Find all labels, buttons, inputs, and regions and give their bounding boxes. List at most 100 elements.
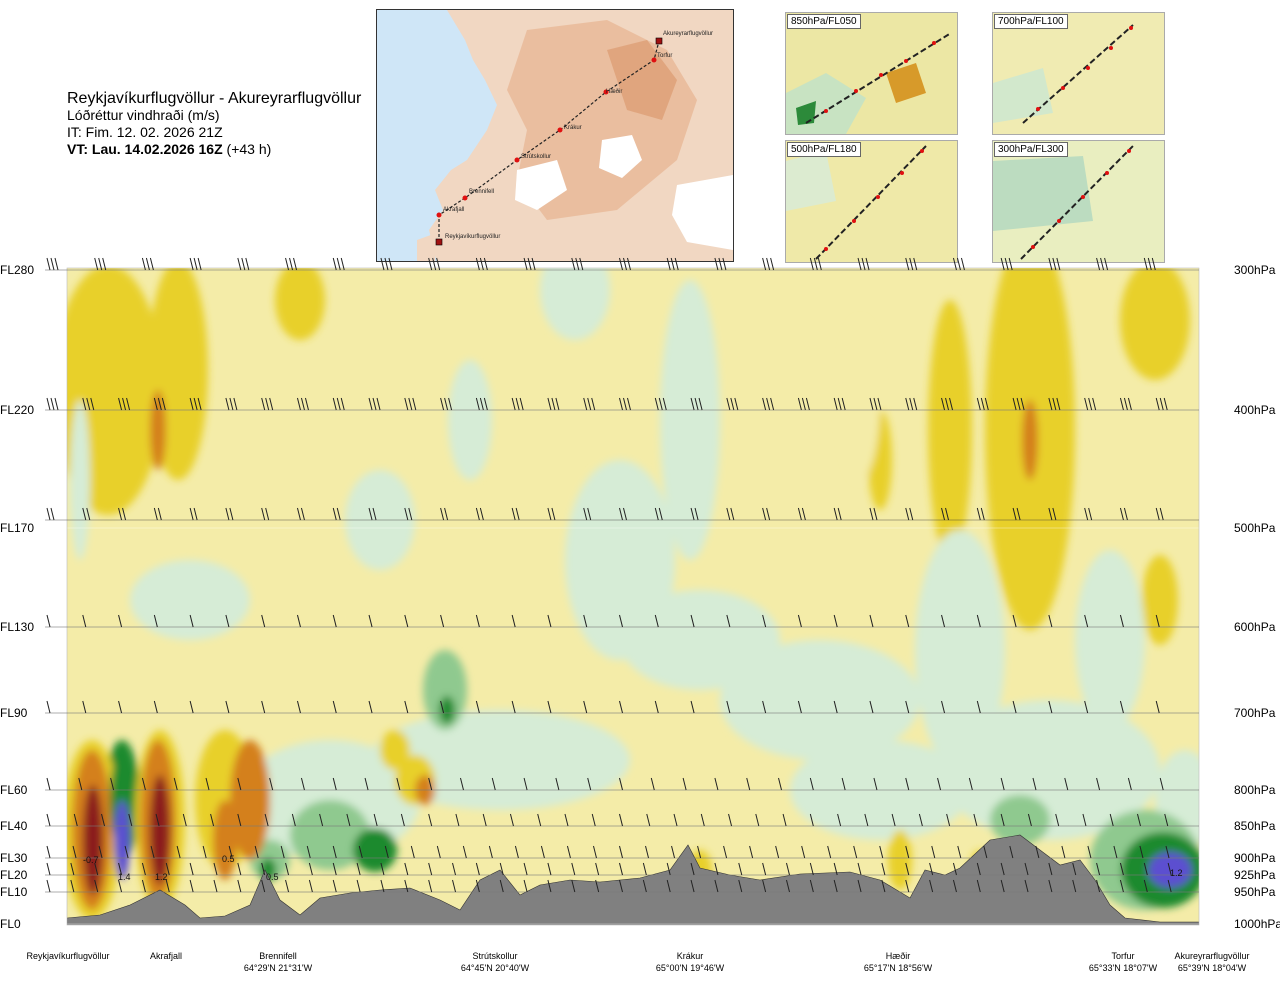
wind-barb (595, 862, 600, 876)
wind-barb (738, 862, 743, 876)
wind-barb (654, 700, 659, 714)
wind-barb (118, 700, 123, 714)
vertical-wind-region-down (990, 795, 1050, 845)
vertical-wind-region-weak-down (1075, 550, 1145, 730)
wind-barb (404, 507, 413, 521)
vertical-wind-region-weak-down (565, 460, 675, 660)
wind-barb (785, 879, 790, 893)
wind-barb (1119, 507, 1128, 521)
wind-barb (555, 777, 560, 791)
wind-barb (941, 507, 950, 521)
mini-map-500-label: 500hPa/FL180 (787, 142, 861, 157)
vertical-wind-region-weak-up (1142, 555, 1178, 645)
wind-barb (428, 777, 433, 791)
wind-barb (176, 845, 181, 859)
wind-barb (583, 507, 592, 521)
wind-barb (189, 507, 198, 521)
wind-barb (346, 813, 351, 827)
wind-barb (153, 507, 162, 521)
pressure-label-950hpa: 950hPa (1234, 885, 1276, 899)
wind-barb (547, 614, 552, 628)
wind-barb (475, 700, 480, 714)
wind-barb (785, 862, 790, 876)
wind-barb (809, 777, 814, 791)
wind-barb (1055, 813, 1060, 827)
wind-barb (173, 777, 178, 791)
fl-label-fl90: FL90 (0, 706, 28, 720)
wind-barb (150, 845, 155, 859)
wind-barb (396, 777, 401, 791)
quantity-label: Lóðréttur vindhraði (m/s) (67, 107, 220, 123)
wind-barb (213, 879, 218, 893)
wind-barb (690, 397, 703, 411)
wind-barb (1064, 777, 1069, 791)
wind-barb (296, 614, 301, 628)
location-name: Brennifell (259, 951, 297, 961)
wind-barb (1027, 813, 1032, 827)
wind-barb (475, 397, 488, 411)
wind-barb (809, 813, 814, 827)
issue-time: IT: Fim. 12. 02. 2026 21Z (67, 124, 223, 140)
wind-barb (1155, 700, 1160, 714)
wind-barb (452, 862, 457, 876)
wind-barb (523, 879, 528, 893)
wind-barb (261, 614, 266, 628)
wind-barb (1096, 879, 1101, 893)
wind-barb (738, 879, 743, 893)
wind-barb (511, 397, 524, 411)
wind-barb (1082, 813, 1087, 827)
mini-map-700-svg (993, 13, 1164, 134)
wind-barb (1061, 845, 1066, 859)
wind-barb (905, 507, 914, 521)
wind-barb (141, 257, 154, 271)
wind-barb (1136, 813, 1141, 827)
location-label: Reykjavíkurflugvöllur (13, 950, 123, 962)
wind-barb (666, 257, 679, 271)
wind-barb (285, 879, 290, 893)
pressure-label-300hpa: 300hPa (1234, 263, 1276, 277)
route-map-svg: Reykjavíkurflugvöllur Akrafjall Brennife… (377, 10, 733, 261)
wind-barb (619, 813, 623, 827)
wind-barb (547, 397, 560, 411)
vertical-wind-region-strong-down (353, 828, 397, 872)
wind-barb (976, 507, 985, 521)
wind-barb (225, 507, 234, 521)
wind-barb (1113, 845, 1118, 859)
wind-barb (332, 879, 337, 893)
wind-barb (881, 879, 886, 893)
location-name: Krákur (676, 951, 704, 961)
wind-barb (749, 845, 754, 859)
pressure-label-400hpa: 400hPa (1234, 403, 1276, 417)
location-coord: 64°29'N 21°31'W (243, 963, 313, 973)
map-label-brennifell: Brennifell (469, 189, 494, 195)
wind-barb (690, 700, 695, 714)
vertical-wind-region-neutral (840, 320, 880, 480)
pressure-label-1000hpa: 1000hPa (1234, 917, 1280, 931)
wind-barb (511, 507, 520, 521)
map-label-haedir: Hæðir (606, 88, 622, 95)
wind-barb (225, 700, 230, 714)
vertical-wind-region-strong-up (150, 775, 170, 885)
vertical-wind-region-strong-down (439, 696, 455, 724)
location-label: Krákur 65°00'N 19°46'W (635, 950, 745, 974)
wind-barb (762, 397, 775, 411)
vertical-wind-region-weak-up (380, 730, 410, 770)
wind-barb (941, 614, 946, 628)
wind-barb (1143, 862, 1148, 876)
wind-barb (571, 257, 584, 271)
location-coord: 65°17'N 18°56'W (863, 963, 933, 973)
wind-barb (364, 777, 369, 791)
wind-barb (440, 507, 449, 521)
wind-barb (646, 813, 651, 827)
wind-barb (957, 845, 962, 859)
wind-barb (118, 614, 123, 628)
wind-barb (308, 862, 313, 876)
wind-barb (1084, 700, 1089, 714)
vertical-wind-region-weak-up (67, 268, 163, 515)
wind-barb (404, 879, 409, 893)
wind-barb (237, 257, 250, 271)
wind-barb (1155, 397, 1168, 411)
wind-barb (300, 777, 305, 791)
wind-barb (380, 879, 385, 893)
wind-barb (797, 700, 802, 714)
